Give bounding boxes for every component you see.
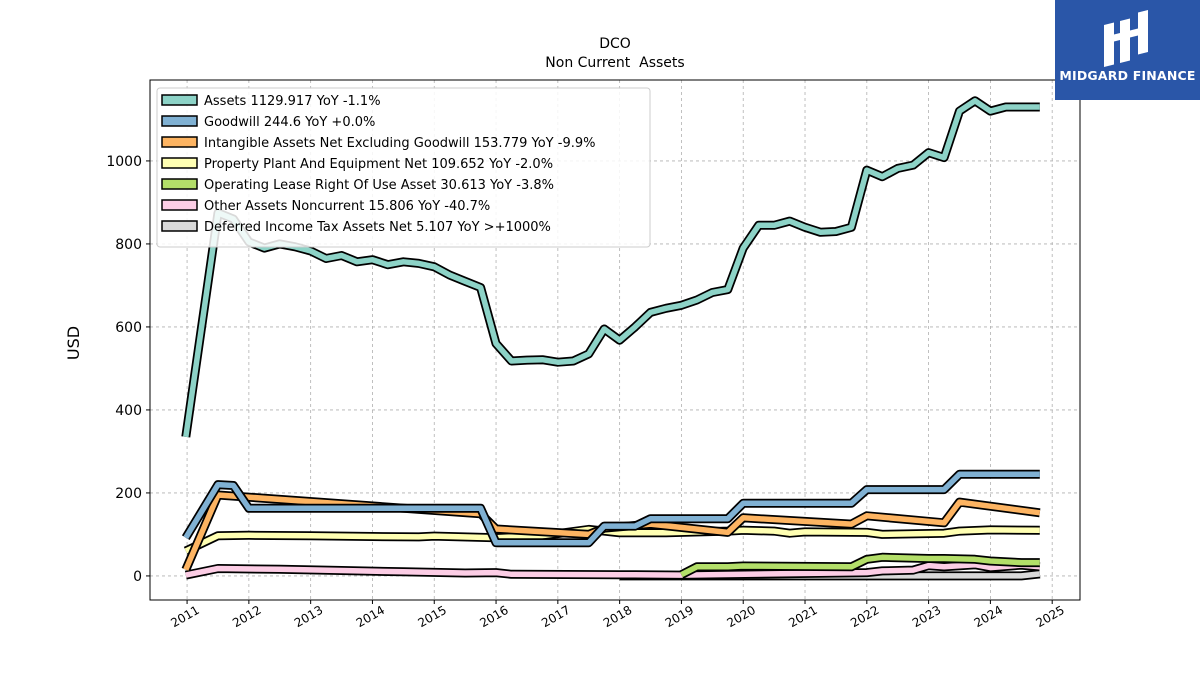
legend[interactable]: Assets 1129.917 YoY -1.1% Goodwill 244.6 … [156,87,651,248]
x-tick-label: 2016 [477,603,510,630]
x-tick-label: 2020 [724,603,757,630]
series-line [183,98,1040,438]
brand-name: MIDGARD FINANCE [1059,68,1196,83]
legend-label: Property Plant And Equipment Net 109.652… [204,157,553,172]
legend-box [156,87,651,248]
legend-swatch [161,94,198,106]
x-tick-label: 2022 [848,603,881,630]
legend-swatch [161,136,198,148]
series-line [680,554,1040,578]
legend-item[interactable]: Intangible Assets Net Excluding Goodwill… [161,136,595,151]
x-tick-label: 2017 [539,603,572,630]
series-layer [181,96,1041,581]
y-axis-label: USD [64,326,83,360]
x-tick-label: 2015 [416,603,449,630]
legend-label: Intangible Assets Net Excluding Goodwill… [204,136,595,151]
series-line [183,471,1040,546]
legend-swatch [161,115,198,127]
x-tick-label: 2014 [354,603,387,630]
x-tick-label: 2023 [910,603,943,630]
legend-label: Other Assets Noncurrent 15.806 YoY -40.7… [204,199,490,214]
x-tick-label: 2011 [168,603,201,630]
y-tick-label: 600 [115,320,142,336]
legend-item[interactable]: Assets 1129.917 YoY -1.1% [161,94,381,109]
x-tick-label: 2025 [1033,603,1066,630]
legend-swatch [161,157,198,169]
legend-item[interactable]: Goodwill 244.6 YoY +0.0% [161,115,375,130]
y-tick-label: 400 [115,403,142,419]
series-line [185,561,1041,578]
brand-emblem-icon [1104,10,1148,68]
legend-label: Deferred Income Tax Assets Net 5.107 YoY… [204,220,551,235]
legend-item[interactable]: Other Assets Noncurrent 15.806 YoY -40.7… [161,199,490,214]
x-tick-label: 2019 [663,603,696,630]
x-tick-label: 2012 [230,603,263,630]
y-tick-label: 800 [115,237,142,253]
x-tick-label: 2021 [786,603,819,630]
x-tick-label: 2018 [601,603,634,630]
legend-label: Goodwill 244.6 YoY +0.0% [204,115,375,130]
y-tick-label: 200 [115,486,142,502]
plot-frame [149,79,1081,601]
legend-label: Operating Lease Right Of Use Asset 30.61… [204,178,554,193]
legend-label: Assets 1129.917 YoY -1.1% [204,94,381,109]
x-tick-label: 2013 [292,603,325,630]
chart-title: DCO [599,36,631,52]
series-line [184,526,1040,554]
legend-item[interactable]: Property Plant And Equipment Net 109.652… [161,157,553,172]
brand-logo: MIDGARD FINANCE [1055,0,1200,100]
y-tick-label: 1000 [106,154,142,170]
chart-subtitle: Non Current Assets [545,55,684,71]
legend-swatch [161,178,198,190]
legend-swatch [161,220,198,232]
y-tick-label: 0 [133,569,142,585]
legend-item[interactable]: Deferred Income Tax Assets Net 5.107 YoY… [161,220,551,235]
legend-item[interactable]: Operating Lease Right Of Use Asset 30.61… [161,178,554,193]
legend-swatch [161,199,198,211]
x-tick-label: 2024 [972,603,1005,630]
